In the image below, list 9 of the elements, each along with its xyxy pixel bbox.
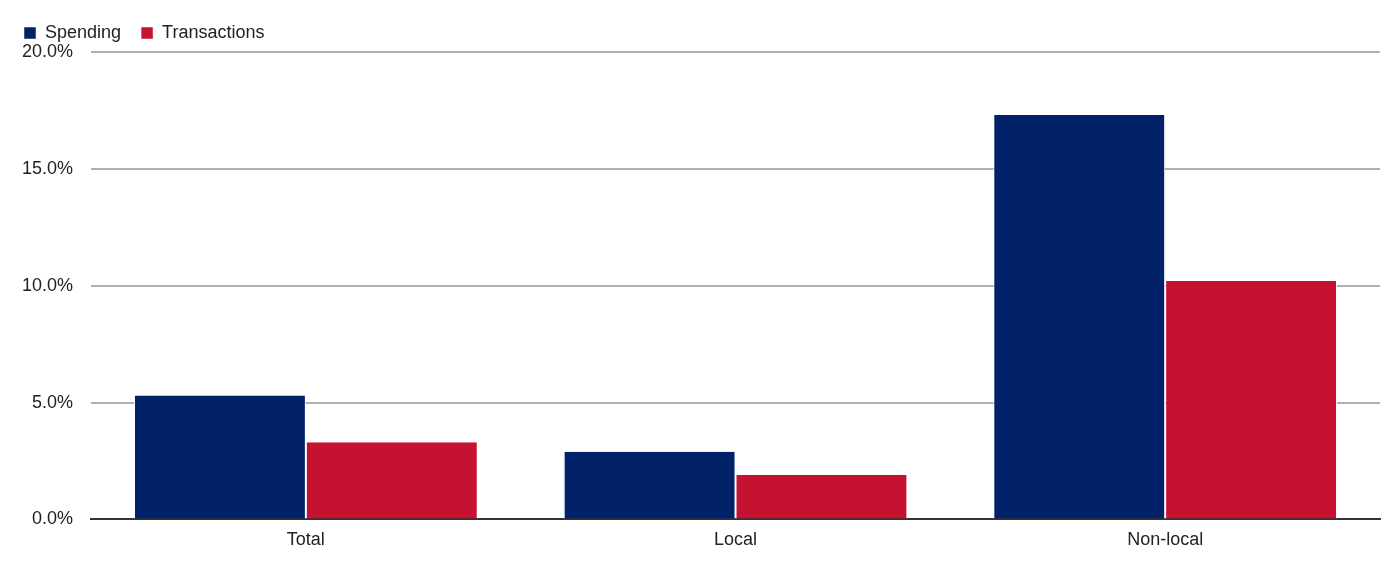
y-tick-label: 5.0% <box>32 391 74 412</box>
x-tick-label: Total <box>286 529 325 550</box>
y-tick-label: 15.0% <box>21 157 74 178</box>
y-tick-label: 0.0% <box>32 508 74 529</box>
y-tick-label: 10.0% <box>21 274 74 295</box>
x-tick-label: Non-local <box>1127 529 1204 550</box>
legend-label: Transactions <box>162 21 265 42</box>
legend-label: Spending <box>45 21 122 42</box>
x-tick-label: Local <box>714 529 758 550</box>
